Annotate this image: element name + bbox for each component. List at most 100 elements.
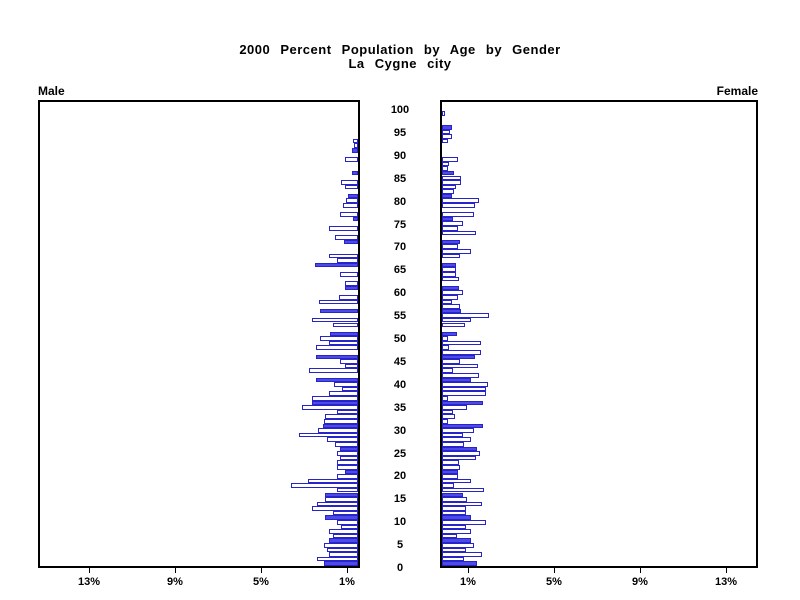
male-bar-age-5 bbox=[328, 538, 358, 544]
pct-tick-mark-male-1pct bbox=[347, 568, 348, 573]
female-bar-age-34 bbox=[442, 405, 468, 410]
age-tick-label-85: 85 bbox=[393, 172, 407, 185]
female-bar-age-24 bbox=[442, 451, 480, 456]
female-bar-age-38 bbox=[442, 386, 487, 392]
female-bar-age-98 bbox=[442, 111, 446, 116]
male-bar-age-80 bbox=[347, 193, 358, 199]
male-bar-age-47 bbox=[316, 345, 358, 351]
male-bar-age-11 bbox=[332, 510, 358, 516]
male-bar-age-30 bbox=[323, 423, 358, 429]
female-bar-age-12 bbox=[442, 506, 467, 511]
male-bar-age-58 bbox=[339, 294, 358, 300]
age-tick-label-0: 0 bbox=[396, 562, 404, 574]
female-bar-age-41 bbox=[442, 373, 479, 378]
female-bar-age-56 bbox=[442, 304, 460, 309]
female-bar-age-31 bbox=[442, 418, 449, 424]
female-bar-age-85 bbox=[442, 170, 454, 176]
male-bar-age-43 bbox=[345, 363, 358, 369]
male-bar-age-16 bbox=[337, 487, 358, 493]
age-tick-label-60: 60 bbox=[393, 287, 407, 300]
male-panel-label: Male bbox=[38, 84, 65, 98]
male-bar-age-36 bbox=[311, 396, 358, 401]
female-bar-age-47 bbox=[442, 345, 449, 351]
female-bar-age-94 bbox=[442, 129, 451, 135]
male-bar-age-90 bbox=[351, 147, 358, 153]
pct-tick-label-female-1pct: 1% bbox=[460, 576, 476, 588]
male-bar-age-49 bbox=[320, 336, 358, 341]
female-bar-age-33 bbox=[442, 409, 453, 415]
female-bar-age-53 bbox=[442, 317, 472, 323]
male-bars-panel bbox=[38, 100, 360, 568]
female-bar-age-45 bbox=[442, 354, 475, 360]
female-bar-age-81 bbox=[442, 189, 454, 194]
pct-tick-mark-male-9pct bbox=[175, 568, 176, 573]
female-bar-age-63 bbox=[442, 271, 456, 277]
female-bar-age-58 bbox=[442, 294, 458, 300]
male-bar-age-24 bbox=[337, 451, 358, 456]
age-tick-label-5: 5 bbox=[396, 539, 404, 552]
female-bar-age-80 bbox=[442, 193, 453, 199]
age-tick-label-30: 30 bbox=[393, 424, 407, 437]
female-bar-age-37 bbox=[442, 391, 487, 396]
pct-tick-label-male-1pct: 1% bbox=[339, 576, 355, 588]
male-bar-age-6 bbox=[332, 533, 358, 539]
male-bar-age-25 bbox=[339, 446, 358, 452]
female-bar-age-76 bbox=[442, 212, 474, 217]
male-bar-age-52 bbox=[332, 322, 358, 328]
female-bar-age-30 bbox=[442, 423, 483, 429]
age-tick-label-45: 45 bbox=[393, 355, 407, 368]
male-bar-age-78 bbox=[343, 203, 358, 208]
male-bar-age-48 bbox=[328, 340, 358, 346]
female-bar-age-6 bbox=[442, 533, 458, 539]
pct-tick-mark-female-5pct bbox=[554, 568, 555, 573]
male-bar-age-65 bbox=[315, 262, 358, 268]
female-bar-age-68 bbox=[442, 249, 472, 254]
male-bar-age-60 bbox=[345, 285, 358, 291]
female-bar-age-46 bbox=[442, 350, 481, 355]
male-bar-age-8 bbox=[341, 524, 358, 530]
male-bar-age-32 bbox=[325, 414, 358, 419]
pct-tick-mark-male-13pct bbox=[89, 568, 90, 573]
male-bar-age-61 bbox=[345, 281, 358, 286]
female-bar-age-20 bbox=[442, 469, 459, 475]
pct-tick-mark-female-1pct bbox=[468, 568, 469, 573]
female-bar-age-95 bbox=[442, 124, 452, 130]
male-bar-age-3 bbox=[326, 547, 358, 553]
female-bar-age-14 bbox=[442, 497, 468, 502]
male-bar-age-85 bbox=[351, 170, 358, 176]
chart-title: 2000 Percent Population by Age by Gender bbox=[239, 42, 561, 57]
female-bar-age-4 bbox=[442, 543, 474, 548]
male-bar-age-83 bbox=[341, 180, 358, 185]
male-bar-age-27 bbox=[326, 437, 358, 442]
male-bar-age-75 bbox=[352, 216, 358, 222]
age-tick-label-100: 100 bbox=[390, 104, 410, 116]
male-bar-age-19 bbox=[337, 474, 358, 479]
male-bar-age-34 bbox=[302, 405, 358, 410]
female-bar-age-44 bbox=[442, 359, 460, 364]
female-bar-age-55 bbox=[442, 308, 461, 314]
male-bar-age-12 bbox=[311, 506, 358, 511]
female-bar-age-32 bbox=[442, 414, 455, 419]
male-bar-age-70 bbox=[343, 239, 358, 245]
age-axis: 0 5 10 15 20 25 30 35 40 45 50 55 60 65 70 75 80 85 90 95 10… bbox=[360, 100, 440, 574]
male-bar-age-29 bbox=[318, 428, 358, 433]
male-bar-age-50 bbox=[330, 331, 358, 337]
male-bar-age-15 bbox=[325, 492, 358, 498]
female-bar-age-40 bbox=[442, 377, 472, 383]
female-bar-age-72 bbox=[442, 230, 476, 236]
male-bar-age-37 bbox=[328, 391, 358, 396]
male-bar-age-42 bbox=[308, 368, 358, 374]
female-bar-age-7 bbox=[442, 529, 472, 534]
female-bar-age-82 bbox=[442, 184, 456, 190]
female-bar-age-87 bbox=[442, 161, 450, 167]
male-bar-age-66 bbox=[337, 258, 358, 263]
pct-tick-label-male-9pct: 9% bbox=[167, 576, 183, 588]
female-bar-age-79 bbox=[442, 198, 479, 204]
female-bar-age-27 bbox=[442, 437, 472, 442]
female-bar-age-84 bbox=[442, 175, 461, 181]
pct-tick-label-female-13pct: 13% bbox=[714, 576, 738, 588]
female-bar-age-19 bbox=[442, 474, 459, 479]
male-bar-age-88 bbox=[345, 157, 358, 162]
pct-tick-label-male-13pct: 13% bbox=[77, 576, 101, 588]
